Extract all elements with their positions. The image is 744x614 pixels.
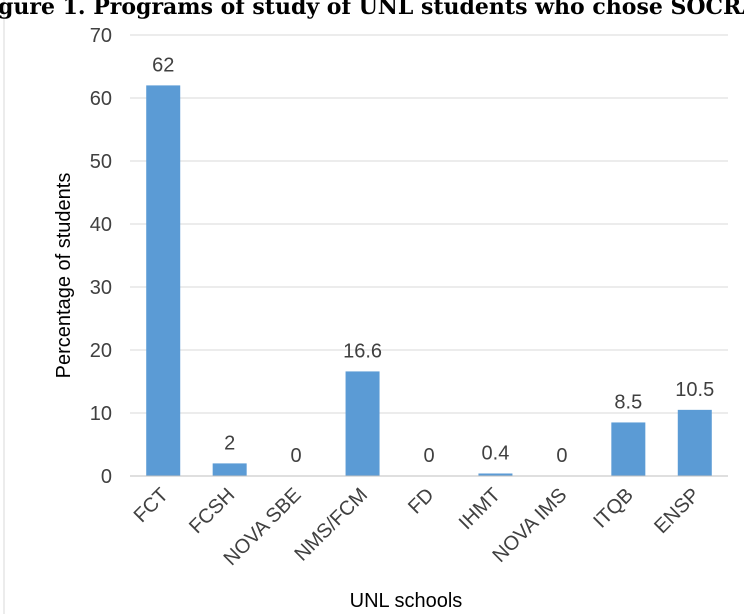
y-axis-title: Percentage of students xyxy=(53,173,75,379)
y-tick-labels: 0 10 20 30 40 50 60 70 xyxy=(90,25,112,488)
data-label-fct: 62 xyxy=(152,54,174,76)
gridlines xyxy=(130,34,728,414)
y-tick-label-0: 0 xyxy=(101,466,112,488)
y-tick-label-50: 50 xyxy=(90,151,112,173)
x-tick-label-fct: FCT xyxy=(130,484,173,527)
data-label-ihmt: 0.4 xyxy=(482,442,510,464)
y-tick-label-20: 20 xyxy=(90,340,112,362)
y-tick-label-40: 40 xyxy=(90,214,112,236)
bar-fcsh xyxy=(212,463,247,476)
data-label-fd: 0 xyxy=(423,445,434,467)
y-tick-label-60: 60 xyxy=(90,88,112,110)
data-label-nova-sbe: 0 xyxy=(291,445,302,467)
data-label-ensp: 10.5 xyxy=(675,379,714,401)
x-tick-label-ihmt: IHMT xyxy=(455,484,505,534)
bar-itqb xyxy=(611,422,646,476)
x-tick-label-fcsh: FCSH xyxy=(185,484,239,538)
y-tick-label-70: 70 xyxy=(90,25,112,47)
x-tick-label-nms-fcm: NMS/FCM xyxy=(291,484,373,566)
data-label-nms-fcm: 16.6 xyxy=(343,340,382,362)
data-label-nova-ims: 0 xyxy=(556,445,567,467)
data-label-itqb: 8.5 xyxy=(614,391,642,413)
bar-ensp xyxy=(677,409,712,476)
chart-border xyxy=(3,0,5,614)
bar-nms-fcm xyxy=(345,371,380,476)
data-label-fcsh: 2 xyxy=(224,432,235,454)
y-tick-label-30: 30 xyxy=(90,277,112,299)
x-axis-title: UNL schools xyxy=(350,590,463,612)
x-tick-label-fd: FD xyxy=(404,484,438,518)
x-tick-label-ensp: ENSP xyxy=(650,484,704,538)
data-labels: 62 2 0 16.6 0 0.4 0 8.5 10.5 xyxy=(152,54,714,467)
y-tick-label-10: 10 xyxy=(90,403,112,425)
x-tick-label-itqb: ITQB xyxy=(589,484,638,533)
bars xyxy=(146,85,712,477)
bar-ihmt xyxy=(478,473,513,476)
bar-fct xyxy=(146,85,181,477)
chart-title: gure 1. Programs of study of UNL student… xyxy=(0,0,744,20)
